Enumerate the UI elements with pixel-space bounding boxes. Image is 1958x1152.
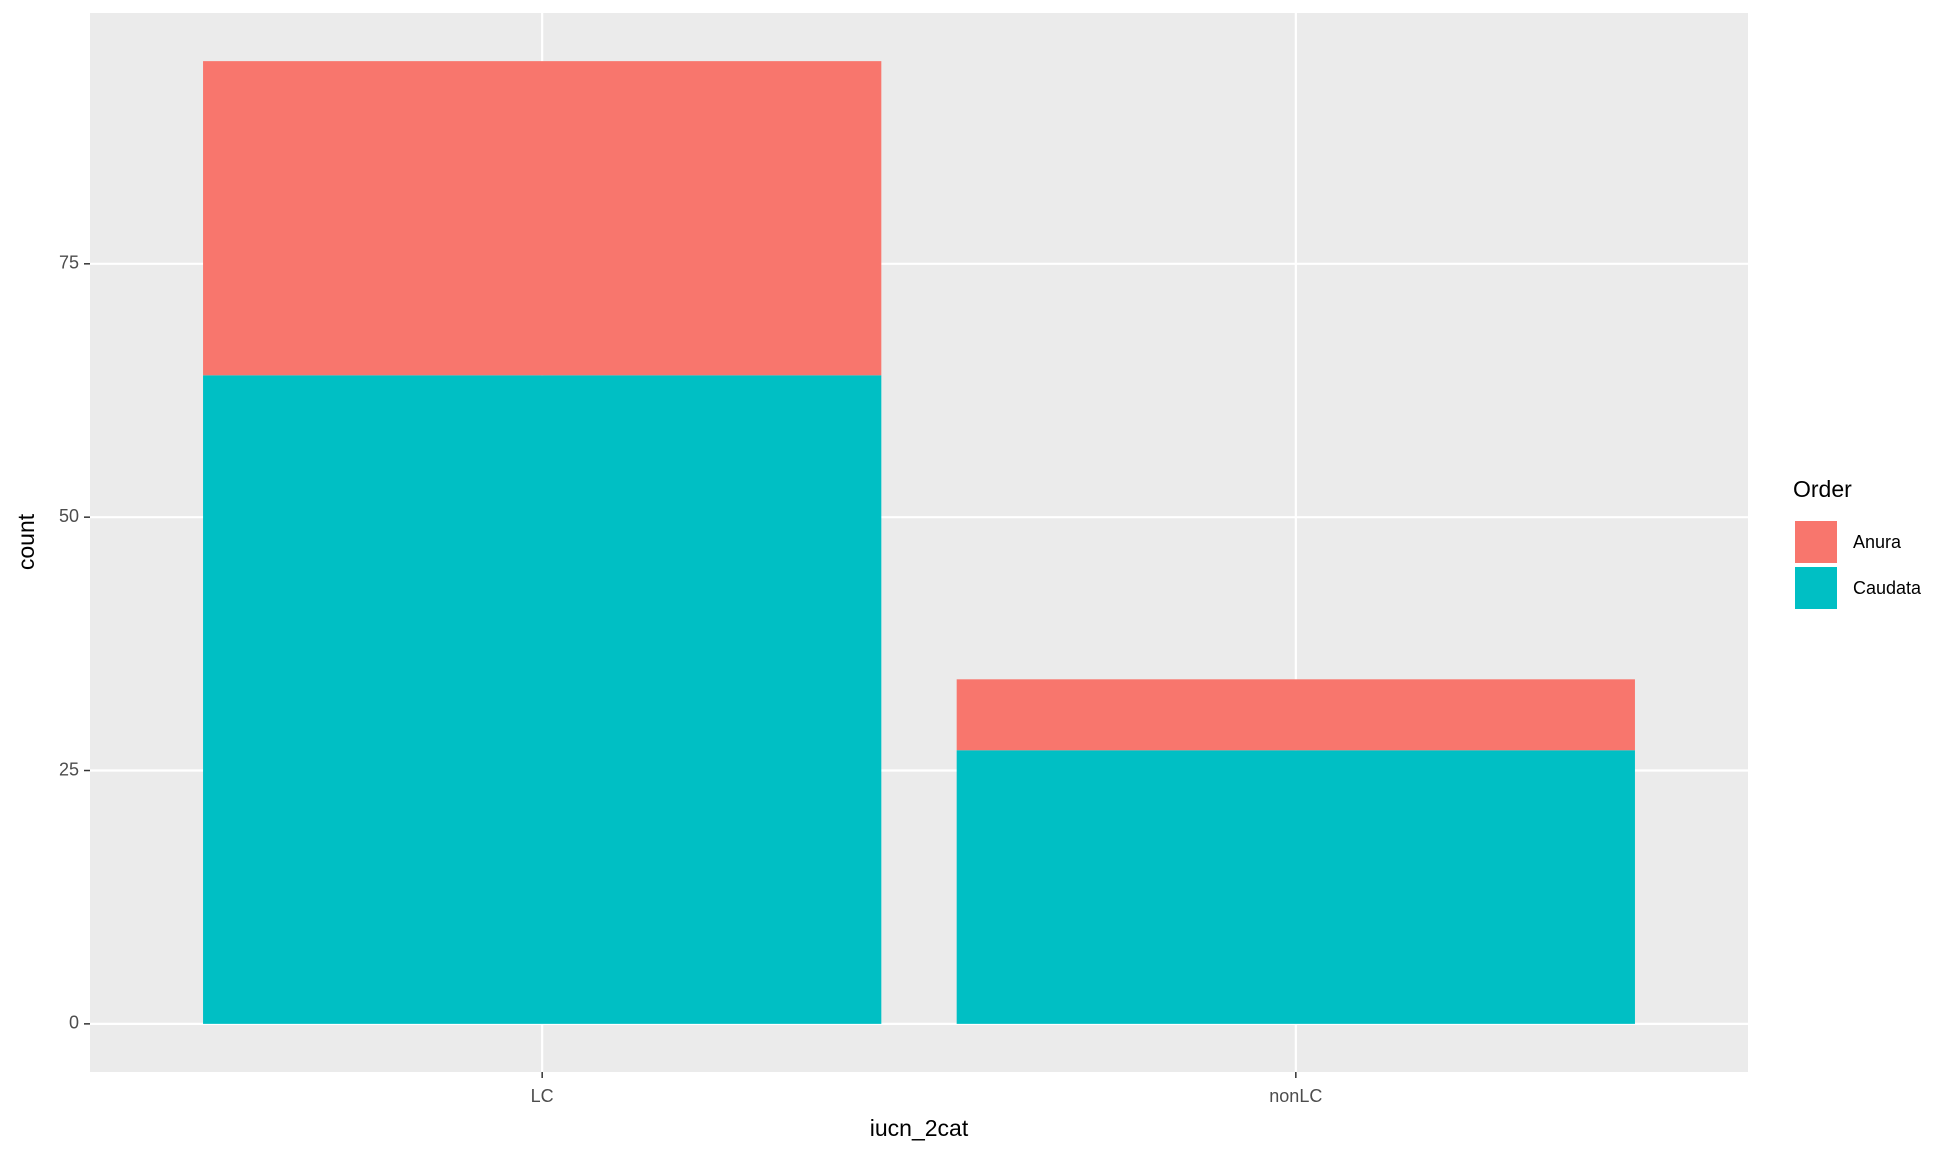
- bar-segment: [203, 61, 882, 376]
- x-axis-title: iucn_2cat: [870, 1115, 969, 1141]
- y-tick-label: 0: [69, 1013, 79, 1033]
- x-tick-label: LC: [531, 1086, 554, 1106]
- y-tick-label: 50: [59, 506, 79, 526]
- y-tick-label: 25: [59, 759, 79, 779]
- legend-label: Caudata: [1853, 578, 1922, 598]
- legend-label: Anura: [1853, 532, 1902, 552]
- bar-segment: [956, 750, 1635, 1024]
- legend-title: Order: [1793, 476, 1852, 502]
- y-tick-label: 75: [59, 253, 79, 273]
- bar-segment: [956, 679, 1635, 751]
- y-axis-title: count: [13, 513, 39, 570]
- bar-segment: [203, 375, 882, 1024]
- x-tick-label: nonLC: [1269, 1086, 1322, 1106]
- legend-swatch: [1795, 521, 1837, 563]
- legend-swatch: [1795, 567, 1837, 609]
